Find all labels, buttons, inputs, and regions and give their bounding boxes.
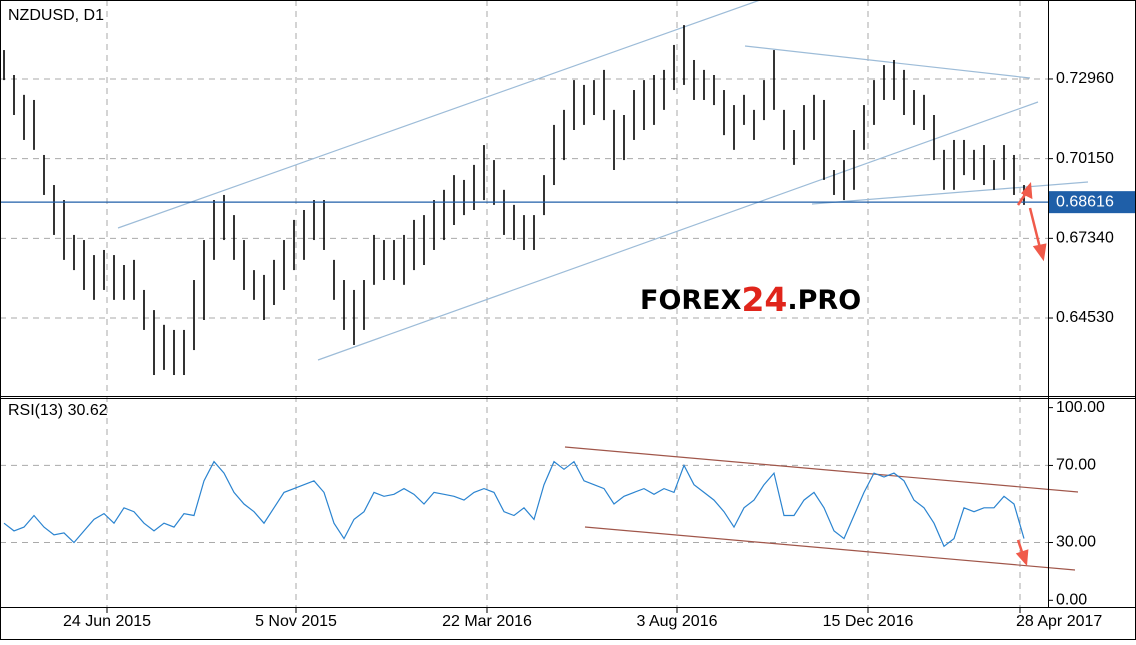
y-tick-label: 0.00 (1056, 592, 1087, 609)
y-tick-label: 30.00 (1056, 534, 1096, 551)
trend-line (117, 0, 761, 229)
trend-line (811, 181, 1089, 205)
chart-title: NZDUSD, D1 (8, 7, 104, 24)
arrow-head (1015, 549, 1029, 567)
grid-layer (0, 0, 1048, 608)
trend-line (744, 45, 1031, 79)
current-price-label: 0.68616 (1056, 193, 1114, 210)
watermark-part: .PRO (787, 285, 861, 316)
arrow-head (1032, 243, 1047, 262)
trend-lines (117, 0, 1089, 361)
watermark: FOREX24.PRO (640, 280, 861, 319)
y-tick-label: 100.00 (1056, 399, 1105, 416)
trend-line (564, 446, 1079, 493)
arrows (1015, 181, 1047, 567)
x-tick-label: 3 Aug 2016 (637, 613, 718, 630)
y-tick-label: 70.00 (1056, 457, 1096, 474)
marks (0, 25, 1048, 548)
rsi-line (3, 460, 1025, 548)
x-tick-label: 5 Nov 2015 (255, 613, 337, 630)
current-price-box (1049, 191, 1135, 214)
rsi-channel (564, 446, 1079, 571)
y-tick-label: 0.70150 (1056, 150, 1114, 167)
arrow (1028, 207, 1042, 249)
trend-line (317, 101, 1039, 361)
y-tick-label: 0.67340 (1056, 230, 1114, 247)
arrow-head (1020, 181, 1033, 200)
y-tick-label: 0.72960 (1056, 70, 1114, 87)
x-tick-label: 24 Jun 2015 (63, 613, 151, 630)
x-tick-label: 28 Apr 2017 (1016, 613, 1102, 630)
trend-line (584, 526, 1076, 571)
watermark-part: FOREX (640, 285, 742, 316)
x-tick-label: 15 Dec 2016 (823, 613, 914, 630)
x-tick-label: 22 Mar 2016 (442, 613, 532, 630)
y-tick-label: 0.64530 (1056, 309, 1114, 326)
watermark-part: 24 (741, 280, 787, 319)
rsi-title: RSI(13) 30.62 (8, 402, 108, 419)
